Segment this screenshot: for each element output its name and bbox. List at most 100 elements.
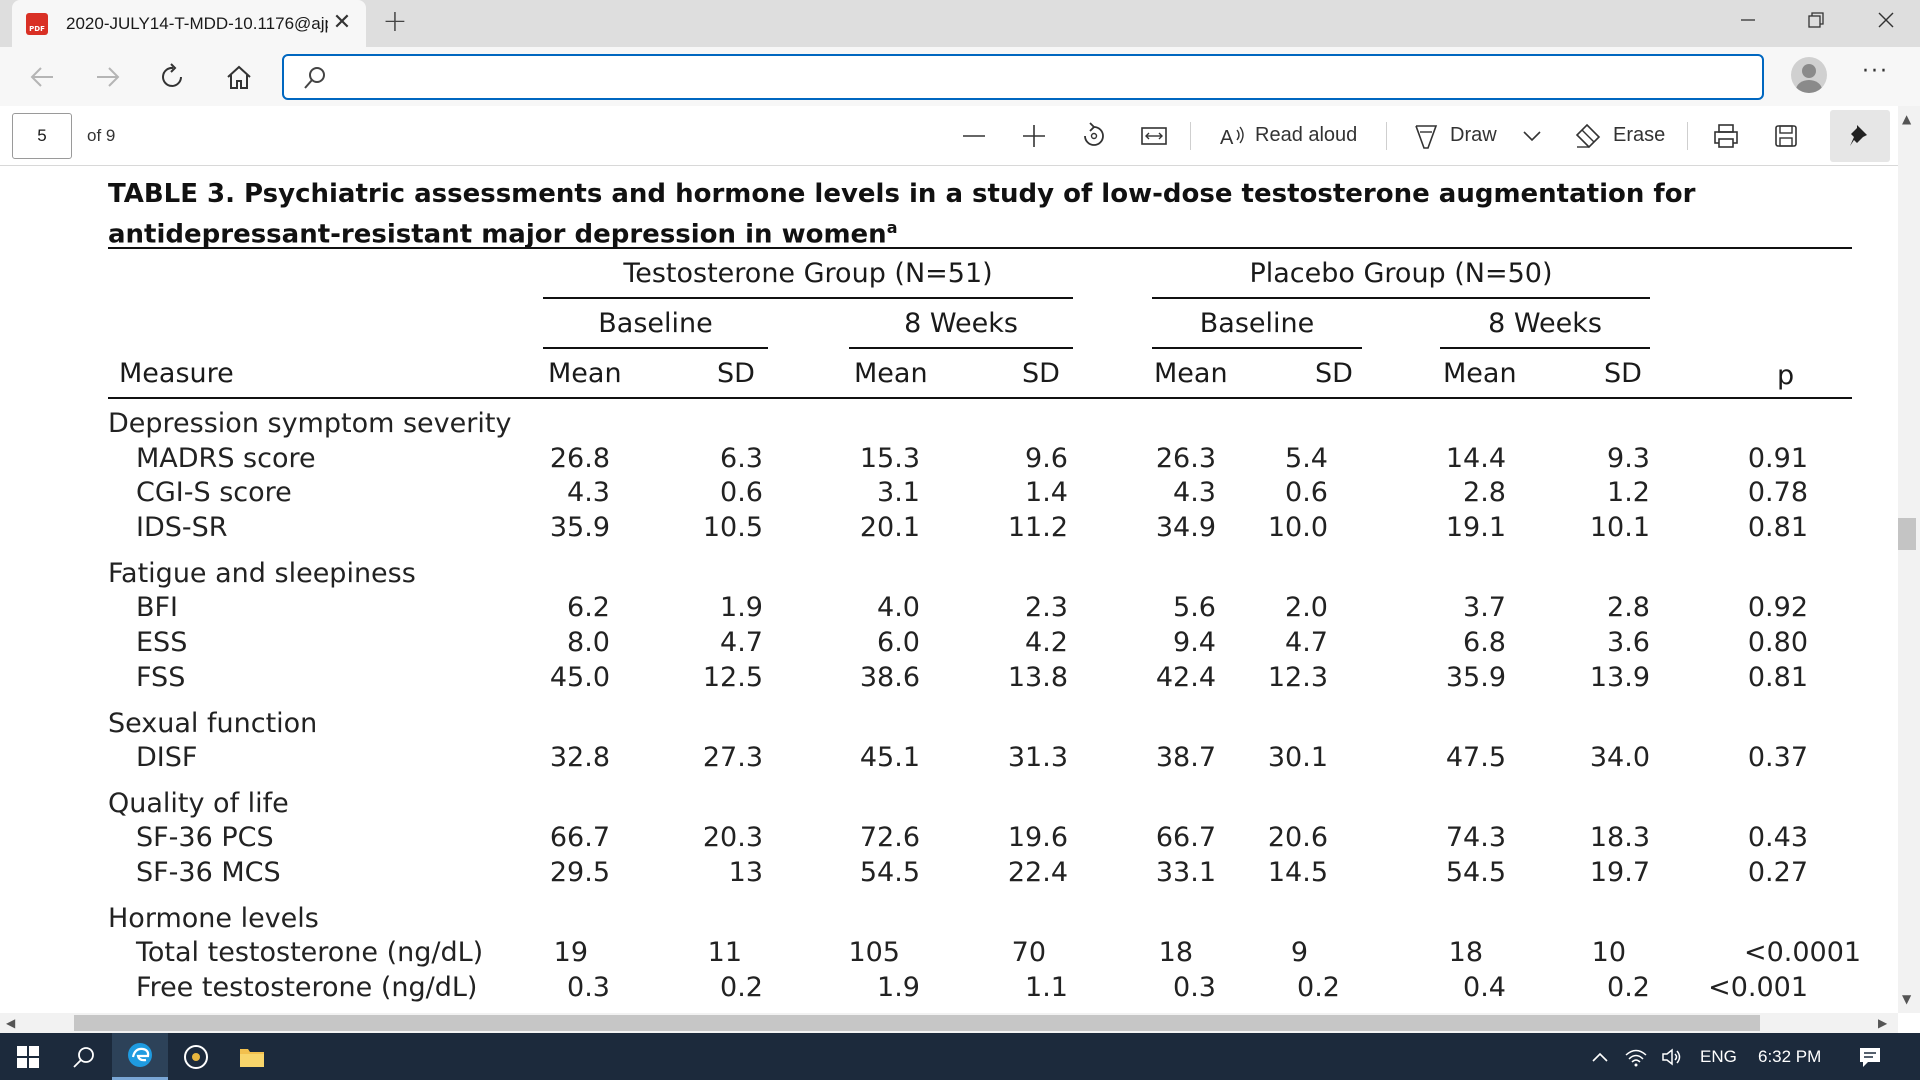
erase-button[interactable]: Erase: [1613, 124, 1666, 146]
taskbar-media-button[interactable]: [168, 1033, 224, 1080]
eraser-icon[interactable]: [1571, 120, 1603, 152]
table-cell: 0.3: [1173, 972, 1216, 1003]
row-measure: SF-36 MCS: [136, 857, 281, 888]
table-cell: 70: [1011, 937, 1046, 968]
row-measure: DISF: [136, 742, 198, 773]
zoom-out-button[interactable]: [958, 120, 990, 152]
vertical-scrollbar-thumb[interactable]: [1898, 518, 1916, 550]
fit-to-width-button[interactable]: [1138, 120, 1170, 152]
back-button[interactable]: [26, 61, 58, 93]
stat-header: Mean: [1154, 358, 1228, 389]
pin-toolbar-button[interactable]: [1830, 110, 1890, 162]
table-cell: 4.3: [1173, 477, 1216, 508]
table-cell: 66.7: [549, 822, 610, 853]
save-button[interactable]: [1770, 120, 1802, 152]
scroll-up-arrow-icon[interactable]: ▲: [1902, 112, 1912, 126]
table-cell: 1.1: [1025, 972, 1068, 1003]
table-cell: 27.3: [702, 742, 763, 773]
table-cell: 54.5: [859, 857, 920, 888]
draw-options-dropdown[interactable]: [1516, 120, 1548, 152]
taskbar-clock[interactable]: 6:32 PM: [1758, 1047, 1822, 1066]
table-cell: 9.4: [1173, 627, 1216, 658]
table-cell: 10.1: [1589, 512, 1650, 543]
print-button[interactable]: [1710, 120, 1742, 152]
toolbar-divider: [1386, 122, 1387, 150]
input-language-indicator[interactable]: ENG: [1700, 1047, 1737, 1066]
table-cell: 66.7: [1155, 822, 1216, 853]
new-tab-button[interactable]: +: [382, 4, 408, 39]
table-cell: 20.6: [1267, 822, 1328, 853]
p-value-cell: 0.81: [1747, 512, 1808, 543]
page-number-input[interactable]: 5: [12, 113, 72, 159]
table-cell: 0.6: [720, 477, 763, 508]
scroll-left-arrow-icon[interactable]: ◀: [6, 1016, 16, 1030]
taskbar-search-button[interactable]: [56, 1033, 112, 1080]
table-cell: 0.2: [720, 972, 763, 1003]
table-cell: 1.4: [1025, 477, 1068, 508]
address-input[interactable]: [340, 62, 1740, 92]
volume-button[interactable]: [1652, 1033, 1692, 1080]
p-value-cell: 0.92: [1747, 592, 1808, 623]
close-window-button[interactable]: [1856, 0, 1916, 40]
timepoint-header: Baseline: [598, 308, 713, 339]
refresh-button[interactable]: [157, 61, 189, 93]
media-player-icon: [184, 1044, 208, 1069]
row-measure: BFI: [136, 592, 179, 623]
scroll-right-arrow-icon[interactable]: ▶: [1878, 1016, 1888, 1030]
network-button[interactable]: [1616, 1033, 1656, 1080]
tab-strip: PDF 2020-JULY14-T-MDD-10.1176@ajp ✕ +: [0, 0, 1920, 47]
vertical-scrollbar[interactable]: [1898, 106, 1920, 1013]
rotate-button[interactable]: [1078, 120, 1110, 152]
close-tab-button[interactable]: ✕: [332, 10, 352, 35]
pdf-file-icon: PDF: [26, 12, 48, 35]
row-measure: FSS: [136, 662, 186, 693]
restore-button[interactable]: [1786, 0, 1846, 40]
profile-avatar[interactable]: [1791, 57, 1827, 93]
address-bar[interactable]: [282, 54, 1764, 100]
table-cell: 1.9: [877, 972, 920, 1003]
measure-header: Measure: [119, 358, 234, 389]
forward-button[interactable]: [92, 61, 124, 93]
table-cell: 9.3: [1607, 443, 1650, 474]
horizontal-scrollbar-thumb[interactable]: [74, 1015, 1760, 1031]
table-cell: 10.5: [702, 512, 763, 543]
browser-tab[interactable]: PDF 2020-JULY14-T-MDD-10.1176@ajp ✕: [12, 0, 366, 47]
table-cell: 45.1: [859, 742, 920, 773]
toolbar-divider: [1190, 122, 1191, 150]
p-value-cell: 0.43: [1747, 822, 1808, 853]
taskbar-file-explorer-button[interactable]: [224, 1033, 280, 1080]
taskbar-edge-button[interactable]: [112, 1033, 168, 1080]
draw-button[interactable]: Draw: [1450, 124, 1497, 146]
minimize-button[interactable]: [1718, 0, 1778, 40]
row-measure: Free testosterone (ng/dL): [136, 972, 478, 1003]
table-cell: 3.1: [877, 477, 920, 508]
draw-pen-icon[interactable]: [1410, 120, 1442, 152]
read-aloud-icon[interactable]: A: [1216, 120, 1248, 152]
folder-icon: [240, 1048, 264, 1067]
home-button[interactable]: [223, 61, 255, 93]
avatar-body-shape: [1796, 80, 1822, 93]
p-value-cell: 0.27: [1747, 857, 1808, 888]
testosterone-group-rule: [543, 297, 1073, 299]
table-cell: 4.0: [877, 592, 920, 623]
restore-icon: [1808, 12, 1824, 28]
stat-header: Mean: [854, 358, 928, 389]
placebo-group-rule: [1152, 297, 1650, 299]
read-aloud-button[interactable]: Read aloud: [1255, 124, 1358, 146]
table-cell: 12.5: [702, 662, 763, 693]
timepoint-rule: [543, 347, 768, 349]
table-cell: 4.2: [1025, 627, 1068, 658]
table-cell: 9: [1290, 937, 1308, 968]
action-center-button[interactable]: [1842, 1033, 1898, 1080]
p-value-header: p: [1777, 360, 1795, 391]
table-title: TABLE 3. Psychiatric assessments and hor…: [108, 177, 1868, 252]
start-button[interactable]: [0, 1033, 56, 1080]
scroll-down-arrow-icon[interactable]: ▼: [1902, 992, 1912, 1006]
row-measure: SF-36 PCS: [136, 822, 274, 853]
stat-header: Mean: [548, 358, 622, 389]
zoom-in-button[interactable]: [1018, 120, 1050, 152]
speaker-icon: [1662, 1047, 1681, 1066]
more-options-icon[interactable]: ···: [1862, 59, 1889, 84]
show-hidden-icons-button[interactable]: [1572, 1033, 1628, 1080]
table-cell: 6.8: [1463, 627, 1506, 658]
